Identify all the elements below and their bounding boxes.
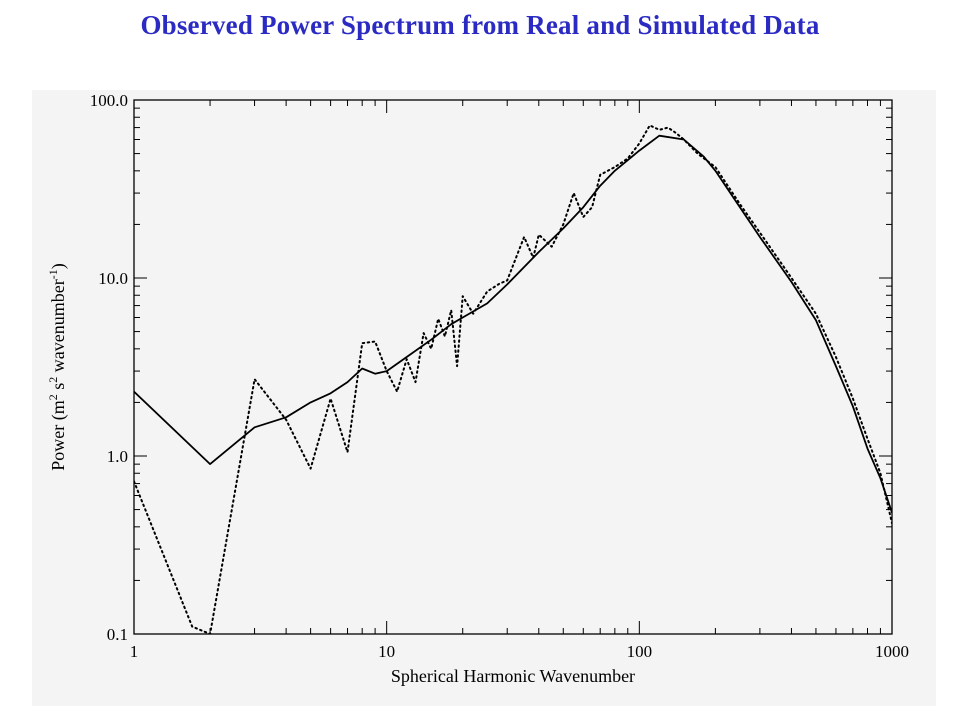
solid-series-line [134, 134, 892, 513]
dotted-series-line [134, 124, 892, 634]
page-title: Observed Power Spectrum from Real and Si… [140, 10, 820, 40]
y-tick-label: 0.1 [107, 625, 128, 644]
y-tick-label: 10.0 [98, 269, 128, 288]
x-tick-label: 1000 [875, 642, 909, 661]
power-spectrum-chart: 1 10 100 1000 0.1 1.0 10.0 100.0 Spherical Harmo… [46, 91, 909, 686]
chart-panel: 1 10 100 1000 0.1 1.0 10.0 100.0 Spherical Harmo… [32, 90, 936, 706]
y-axis-label-superscript: 2 [46, 394, 60, 400]
x-tick-label: 1 [130, 642, 139, 661]
x-tick-label: 10 [378, 642, 395, 661]
plot-frame [133, 99, 893, 635]
y-axis-label-superscript: 2 [46, 377, 60, 383]
y-tick-label: 1.0 [107, 447, 128, 466]
y-axis-label-part: wavenumber [48, 279, 68, 376]
y-axis-label: Power (m2 s2 wavenumber-1) [46, 263, 69, 470]
x-axis-label: Spherical Harmonic Wavenumber [391, 666, 635, 686]
x-tick-label: 100 [627, 642, 653, 661]
y-axis-label-part: ) [48, 263, 69, 269]
y-tick-label: 100.0 [90, 91, 128, 110]
y-axis-label-part: Power (m [48, 400, 69, 471]
y-axis-label-superscript: -1 [46, 269, 60, 279]
y-axis-label-part: s [48, 383, 68, 395]
